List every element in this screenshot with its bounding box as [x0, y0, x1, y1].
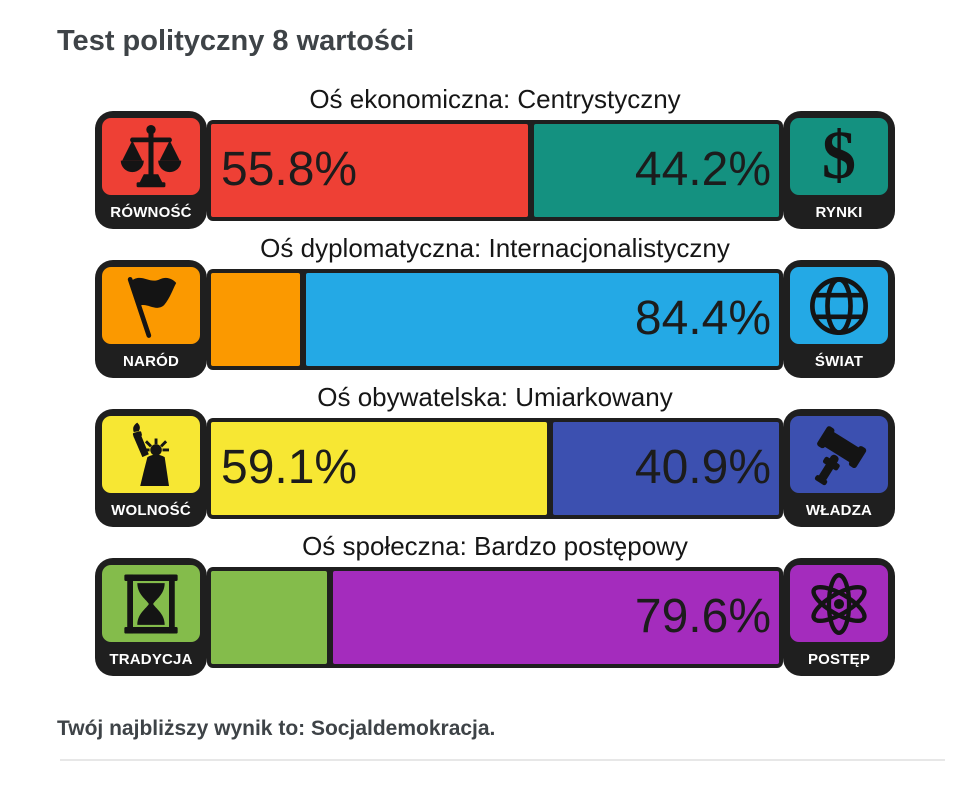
- nation-icon-box: NARÓD: [95, 260, 207, 378]
- icon-art-right: $: [790, 118, 888, 195]
- icon-art-left: [102, 416, 200, 493]
- atom-icon: [811, 572, 867, 635]
- icon-label-left: NARÓD: [123, 352, 179, 370]
- bar-segment-left: 59.1%: [211, 421, 547, 515]
- right-percent-label: 40.9%: [634, 441, 771, 494]
- liberty-icon-box: WOLNOŚĆ: [95, 409, 207, 527]
- page-title: Test polityczny 8 wartości: [57, 25, 415, 57]
- hourglass-icon: [124, 573, 178, 634]
- progress-icon-box: POSTĘP: [783, 558, 895, 676]
- dollar-icon: $: [822, 121, 856, 193]
- bar-row: NARÓD 84.4%: [95, 260, 895, 378]
- axis-row-societal: Oś społeczna: Bardzo postępowy TRADYCJA: [95, 530, 895, 676]
- icon-label-left: RÓWNOŚĆ: [110, 203, 192, 221]
- liberty-icon: [132, 422, 169, 486]
- axis-header: Oś ekonomiczna: Centrystyczny: [309, 84, 681, 114]
- icon-label-right: RYNKI: [815, 203, 863, 221]
- axis-bar: 84.4%: [207, 268, 783, 370]
- icon-art-right: [790, 416, 888, 493]
- icon-label-left: TRADYCJA: [109, 650, 193, 668]
- axes-list: Oś ekonomiczna: Centrystyczny: [95, 83, 895, 676]
- flag-icon: [127, 276, 177, 338]
- result-text: Twój najbliższy wynik to: Socjaldemokrac…: [57, 717, 496, 740]
- bar-segment-left: [211, 570, 327, 664]
- markets-icon-box: $ RYNKI: [783, 111, 895, 229]
- icon-label-right: POSTĘP: [807, 650, 871, 668]
- axis-row-economic: Oś ekonomiczna: Centrystyczny: [95, 83, 895, 229]
- scales-icon: [120, 124, 182, 187]
- bar-row: TRADYCJA 79.6%: [95, 558, 895, 676]
- axis-row-diplomatic: Oś dyplomatyczna: Internacjonalistyczny …: [95, 232, 895, 378]
- icon-art-left: [102, 565, 200, 642]
- left-percent-label: 55.8%: [221, 143, 358, 196]
- bar-row: RÓWNOŚĆ 55.8% 44.2% $ RYNKI: [95, 111, 895, 229]
- icon-art-right: [790, 267, 888, 344]
- bar-segment-right: 84.4%: [305, 272, 779, 366]
- icon-label-right: ŚWIAT: [814, 352, 864, 370]
- tradition-icon-box: TRADYCJA: [95, 558, 207, 676]
- axis-row-civil: Oś obywatelska: Umiarkowany WOLNOŚ: [95, 381, 895, 527]
- right-percent-label: 84.4%: [634, 292, 771, 345]
- icon-label-left: WOLNOŚĆ: [111, 501, 191, 519]
- axis-bar: 59.1% 40.9%: [207, 417, 783, 519]
- icon-label-right: WŁADZA: [805, 501, 873, 519]
- equality-icon-box: RÓWNOŚĆ: [95, 111, 207, 229]
- globe-icon-box: ŚWIAT: [783, 260, 895, 378]
- left-percent-label: 59.1%: [221, 441, 358, 494]
- bar-segment-right: 79.6%: [332, 570, 779, 664]
- axis-header: Oś społeczna: Bardzo postępowy: [302, 531, 688, 561]
- bar-segment-right: 40.9%: [552, 421, 779, 515]
- svg-text:$: $: [822, 121, 856, 193]
- bar-segment-left: 55.8%: [211, 123, 528, 217]
- bar-segment-left: [211, 272, 300, 366]
- right-percent-label: 44.2%: [634, 143, 771, 196]
- authority-icon-box: WŁADZA: [783, 409, 895, 527]
- axis-bar: 55.8% 44.2%: [207, 119, 783, 221]
- icon-art-right: [790, 565, 888, 642]
- icon-art-left: [102, 118, 200, 195]
- axis-header: Oś dyplomatyczna: Internacjonalistyczny: [260, 233, 730, 263]
- bar-segment-right: 44.2%: [533, 123, 779, 217]
- axis-header: Oś obywatelska: Umiarkowany: [317, 382, 673, 412]
- right-percent-label: 79.6%: [634, 590, 771, 643]
- gavel-icon: [814, 425, 867, 485]
- axis-bar: 79.6%: [207, 566, 783, 668]
- divider: [60, 759, 945, 761]
- globe-icon: [810, 276, 868, 335]
- bar-row: WOLNOŚĆ 59.1% 40.9%: [95, 409, 895, 527]
- icon-art-left: [102, 267, 200, 344]
